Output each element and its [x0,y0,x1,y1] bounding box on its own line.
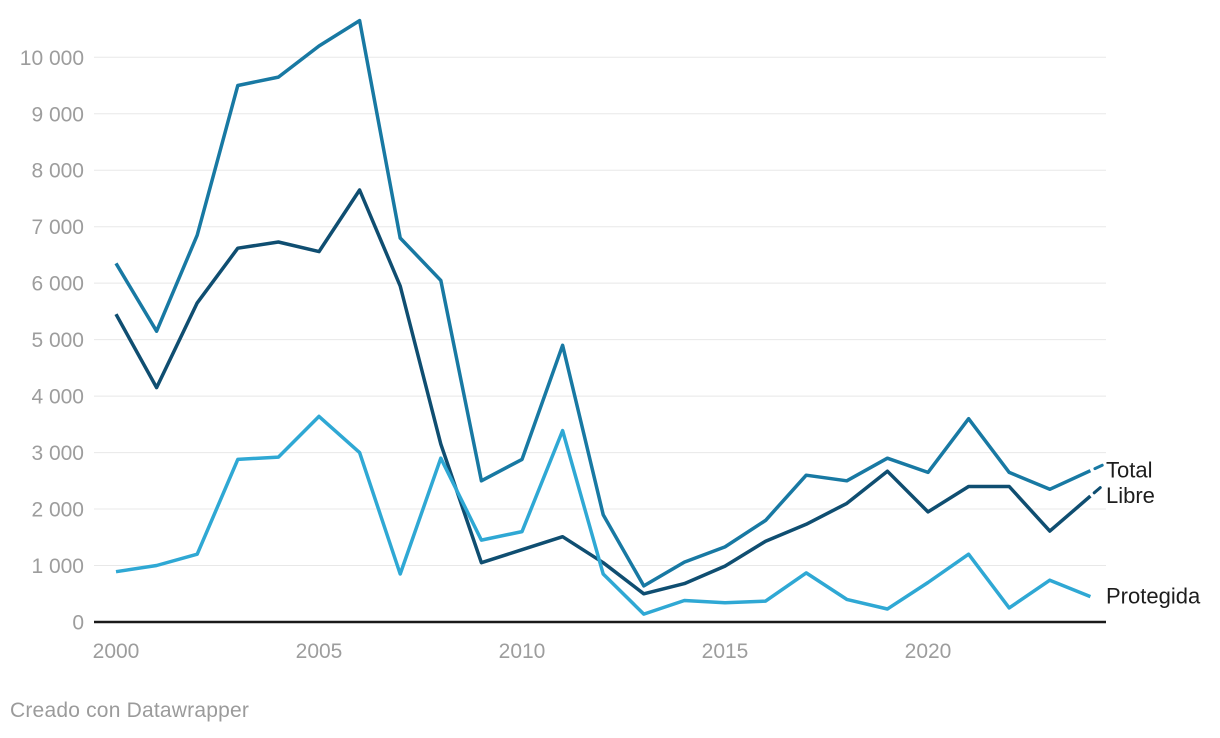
series-line-total[interactable] [114,18,1092,588]
series-end-dash-libre [1092,486,1102,495]
x-tick-label: 2015 [702,640,749,663]
x-tick-label: 2020 [905,640,952,663]
series-label-protegida: Protegida [1106,584,1201,609]
y-tick-label: 3 000 [31,442,84,465]
y-tick-label: 8 000 [31,160,84,183]
series-line-libre[interactable] [114,188,1092,596]
datawrapper-link[interactable]: Datawrapper [126,699,250,722]
series-end-dash-total [1093,463,1104,471]
attribution-prefix: Creado con [10,699,127,722]
y-tick-label: 5 000 [31,329,84,352]
series-line-protegida[interactable] [115,414,1092,616]
x-tick-label: 2000 [93,640,140,663]
y-tick-label: 10 000 [20,47,84,70]
x-tick-label: 2005 [296,640,343,663]
y-tick-label: 6 000 [31,273,84,296]
attribution: Creado con Datawrapper [10,699,249,723]
y-tick-label: 0 [72,612,84,635]
series-label-libre: Libre [1106,483,1155,508]
series-label-total: Total [1106,458,1152,483]
y-tick-label: 4 000 [31,386,84,409]
y-tick-label: 2 000 [31,499,84,522]
y-tick-label: 1 000 [31,555,84,578]
y-tick-label: 7 000 [31,216,84,239]
x-tick-label: 2010 [499,640,546,663]
y-tick-label: 9 000 [31,103,84,126]
line-chart: 0 1 000 2 000 3 000 4 000 5 000 6 000 7 000 8 00… [20,18,1201,663]
